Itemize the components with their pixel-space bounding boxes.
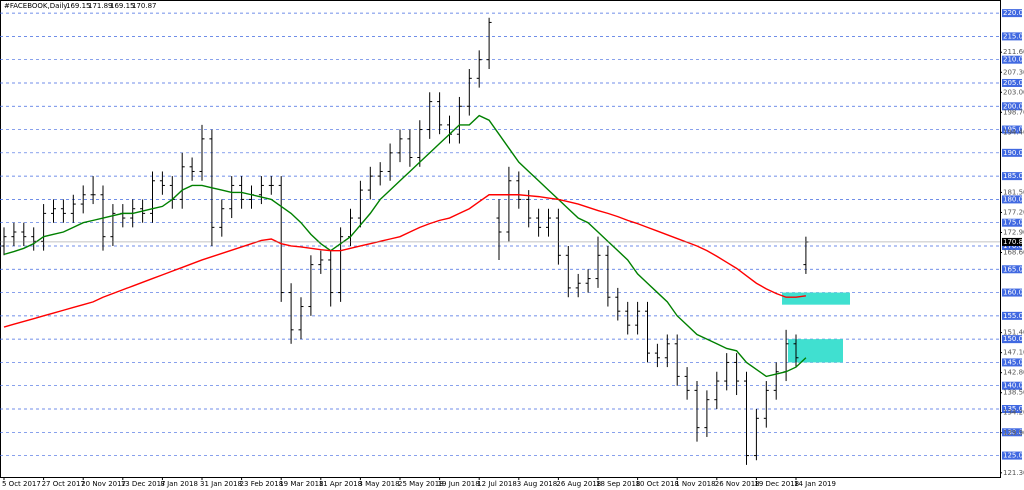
- level-label: 185.00: [1003, 172, 1024, 180]
- x-tick-label: 1 Nov 2018: [675, 480, 715, 488]
- x-tick-label: 3 Aug 2018: [517, 480, 557, 488]
- x-tick-label: 26 Nov 2018: [715, 480, 760, 488]
- level-tag: [1002, 32, 1022, 41]
- header-low: 169.15: [110, 2, 135, 10]
- y-tick-label: 147.10: [1003, 349, 1024, 357]
- x-tick-label: 19 Jun 2018: [438, 480, 480, 488]
- level-label: 135.00: [1003, 405, 1024, 413]
- level-label: 160.00: [1003, 289, 1024, 297]
- level-label: 190.00: [1003, 149, 1024, 157]
- level-label: 145.00: [1003, 358, 1024, 366]
- x-tick-label: 14 Jan 2019: [794, 480, 836, 488]
- y-tick-label: 177.20: [1003, 208, 1024, 216]
- level-tag: [1002, 9, 1022, 18]
- level-tag: [1002, 218, 1022, 227]
- header-open: 169.15: [66, 2, 91, 10]
- y-tick-label: 138.50: [1003, 389, 1024, 397]
- level-label: 130.00: [1003, 428, 1024, 436]
- x-tick-label: 31 Jan 2018: [200, 480, 242, 488]
- level-label: 125.00: [1003, 452, 1024, 460]
- y-tick-label: 181.50: [1003, 188, 1024, 196]
- plot-frame: [0, 0, 1001, 478]
- x-tick-label: 20 Nov 2017: [81, 480, 126, 488]
- x-tick-label: 23 Feb 2018: [240, 480, 284, 488]
- level-tag: [1002, 148, 1022, 157]
- y-tick-label: 121.30: [1003, 469, 1024, 477]
- level-label: 180.00: [1003, 195, 1024, 203]
- level-tag: [1002, 428, 1022, 437]
- header-high: 171.89: [88, 2, 113, 10]
- level-tag: [1002, 172, 1022, 181]
- last-price-label: 170.87: [1003, 238, 1024, 246]
- level-tag: [1002, 102, 1022, 111]
- zone: [788, 339, 843, 363]
- y-tick-label: 134.20: [1003, 409, 1024, 417]
- level-tag: [1002, 451, 1022, 460]
- x-tick-label: 27 Oct 2017: [42, 480, 85, 488]
- last-price-tag: [1002, 237, 1022, 246]
- level-label: 170.00: [1003, 242, 1024, 250]
- level-label: 195.00: [1003, 126, 1024, 134]
- symbol: #FACEBOOK,Daily: [4, 2, 67, 10]
- level-label: 155.00: [1003, 312, 1024, 320]
- x-tick-label: 19 Mar 2018: [279, 480, 323, 488]
- level-tag: [1002, 381, 1022, 390]
- x-tick-label: 25 May 2018: [398, 480, 444, 488]
- level-tag: [1002, 335, 1022, 344]
- y-tick-label: 151.40: [1003, 329, 1024, 337]
- x-tick-label: 5 Oct 2017: [2, 480, 41, 488]
- y-tick-label: 207.30: [1003, 68, 1024, 76]
- level-tag: [1002, 311, 1022, 320]
- level-label: 150.00: [1003, 335, 1024, 343]
- level-tag: [1002, 125, 1022, 134]
- y-tick-label: 142.80: [1003, 369, 1024, 377]
- x-tick-label: 26 Aug 2018: [556, 480, 601, 488]
- level-tag: [1002, 265, 1022, 274]
- x-tick-label: 12 Jul 2018: [477, 480, 517, 488]
- level-label: 165.00: [1003, 265, 1024, 273]
- x-tick-label: 3 May 2018: [358, 480, 399, 488]
- level-tag: [1002, 195, 1022, 204]
- level-label: 220.00: [1003, 9, 1024, 17]
- level-tag: [1002, 55, 1022, 64]
- level-label: 205.00: [1003, 79, 1024, 87]
- moving-average: [3, 114, 807, 378]
- level-tag: [1002, 288, 1022, 297]
- y-tick-label: 129.90: [1003, 429, 1024, 437]
- level-tag: [1002, 358, 1022, 367]
- y-tick-label: 194.40: [1003, 128, 1024, 136]
- header-close: 170.87: [132, 2, 157, 10]
- level-label: 210.00: [1003, 56, 1024, 64]
- level-label: 215.00: [1003, 32, 1024, 40]
- x-tick-label: 18 Sep 2018: [596, 480, 640, 488]
- y-tick-label: 203.00: [1003, 88, 1024, 96]
- y-tick-label: 198.70: [1003, 108, 1024, 116]
- level-tag: [1002, 241, 1022, 250]
- level-tag: [1002, 78, 1022, 87]
- x-tick-label: 10 Oct 2018: [636, 480, 679, 488]
- level-label: 175.00: [1003, 219, 1024, 227]
- level-label: 140.00: [1003, 382, 1024, 390]
- level-label: 200.00: [1003, 102, 1024, 110]
- y-tick-label: 172.90: [1003, 228, 1024, 236]
- level-tag: [1002, 405, 1022, 413]
- x-tick-label: 8 Jan 2018: [160, 480, 198, 488]
- moving-average: [3, 194, 806, 328]
- x-tick-label: 13 Dec 2017: [121, 480, 166, 488]
- zone: [782, 292, 850, 305]
- x-tick-label: 19 Dec 2018: [754, 480, 799, 488]
- x-tick-label: 11 Apr 2018: [319, 480, 362, 488]
- y-tick-label: 211.60: [1003, 48, 1024, 56]
- y-tick-label: 168.60: [1003, 249, 1024, 257]
